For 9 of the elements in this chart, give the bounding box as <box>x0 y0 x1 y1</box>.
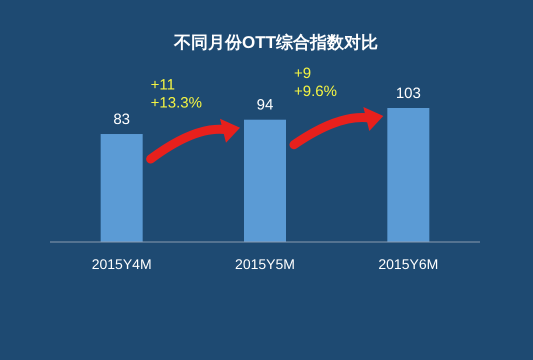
x-tick-label: 2015Y4M <box>92 256 152 272</box>
x-tick-label: 2015Y6M <box>378 256 438 272</box>
data-label: 103 <box>396 85 421 102</box>
title: 不同月份OTT综合指数对比 <box>174 33 378 52</box>
data-label: 94 <box>256 96 274 114</box>
x-tick-label: 2015Y5M <box>235 256 295 272</box>
data-label: 83 <box>113 111 130 128</box>
text: +9 +9.6% <box>294 65 337 100</box>
annotation: +11 +13.3% <box>150 76 202 112</box>
